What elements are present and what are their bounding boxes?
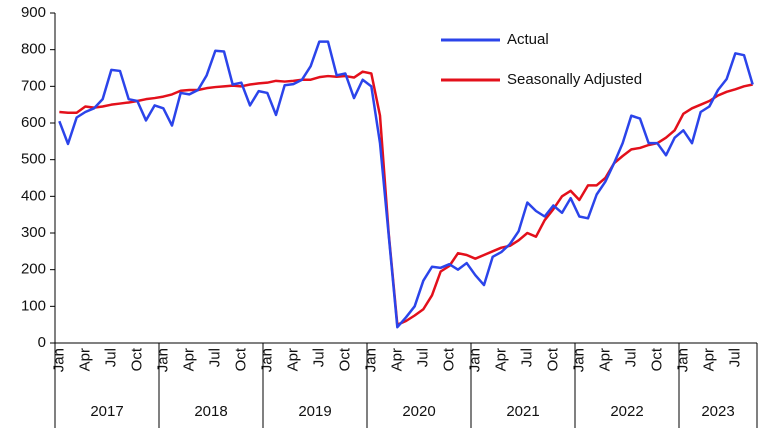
- y-tick-label: 900: [21, 4, 46, 21]
- x-tick-label: Oct: [336, 347, 353, 371]
- x-tick-label: Jan: [674, 348, 691, 372]
- year-label: 2021: [506, 403, 539, 420]
- x-tick-label: Apr: [180, 348, 197, 371]
- y-tick-label: 0: [38, 334, 46, 351]
- x-tick-label: Jan: [50, 348, 67, 372]
- x-tick-label: Jul: [518, 348, 535, 367]
- x-tick-label: Oct: [440, 347, 457, 371]
- y-tick-label: 100: [21, 297, 46, 314]
- legend-label: Actual: [507, 31, 549, 48]
- x-tick-label: Oct: [232, 347, 249, 371]
- series-line: [59, 70, 753, 326]
- x-tick-label: Oct: [128, 347, 145, 371]
- x-tick-label: Apr: [76, 348, 93, 371]
- x-tick-label: Jul: [414, 348, 431, 367]
- y-tick-label: 800: [21, 41, 46, 58]
- y-tick-label: 700: [21, 77, 46, 94]
- x-tick-label: Jul: [622, 348, 639, 367]
- y-tick-label: 400: [21, 187, 46, 204]
- year-label: 2022: [610, 403, 643, 420]
- y-tick-label: 600: [21, 114, 46, 131]
- year-label: 2017: [90, 403, 123, 420]
- year-label: 2020: [402, 403, 435, 420]
- x-tick-label: Apr: [492, 348, 509, 371]
- x-tick-label: Oct: [648, 347, 665, 371]
- x-tick-label: Jan: [258, 348, 275, 372]
- year-label: 2019: [298, 403, 331, 420]
- x-tick-label: Apr: [284, 348, 301, 371]
- y-tick-label: 200: [21, 261, 46, 278]
- x-tick-label: Jan: [466, 348, 483, 372]
- y-tick-label: 300: [21, 224, 46, 241]
- x-tick-label: Apr: [700, 348, 717, 371]
- x-tick-label: Oct: [544, 347, 561, 371]
- x-tick-label: Jul: [310, 348, 327, 367]
- series-line: [58, 40, 754, 329]
- x-tick-label: Jan: [570, 348, 587, 372]
- x-tick-label: Jan: [362, 348, 379, 372]
- year-label: 2018: [194, 403, 227, 420]
- x-tick-label: Apr: [388, 348, 405, 371]
- x-tick-label: Jul: [102, 348, 119, 367]
- x-tick-label: Apr: [596, 348, 613, 371]
- x-tick-label: Jul: [206, 348, 223, 367]
- year-label: 2023: [701, 403, 734, 420]
- x-tick-label: Jul: [726, 348, 743, 367]
- y-tick-label: 500: [21, 151, 46, 168]
- x-tick-label: Jan: [154, 348, 171, 372]
- legend-label: Seasonally Adjusted: [507, 71, 642, 88]
